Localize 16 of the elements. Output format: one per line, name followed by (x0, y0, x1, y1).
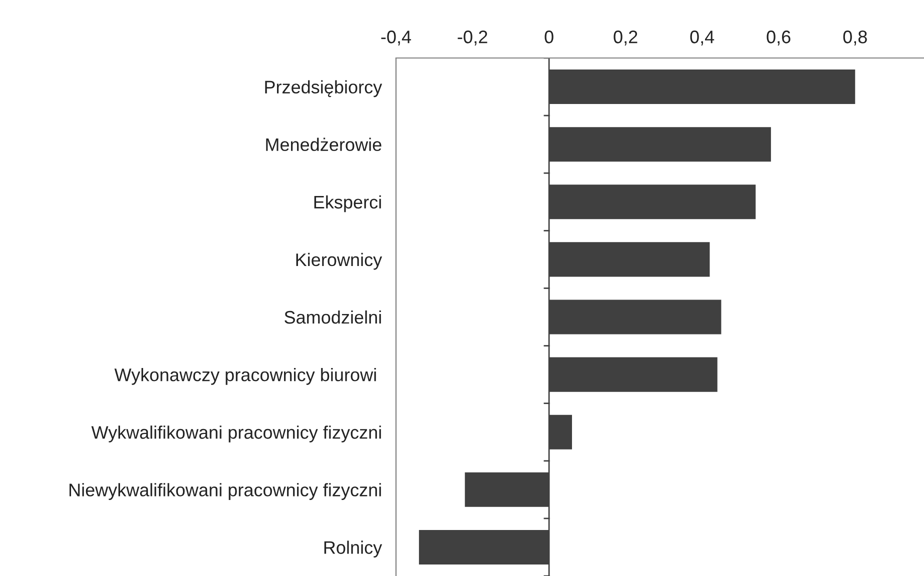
y-tick-label: Niewykwalifikowani pracownicy fizyczni (70, 483, 381, 500)
x-tick-label: 0,2 (614, 30, 638, 46)
x-tick-label: 0,8 (843, 30, 867, 46)
y-tick-label: Wykonawczy pracownicy biurowi (114, 368, 376, 385)
y-tick-label: Samodzielni (284, 310, 381, 324)
x-tick-label: 0,6 (766, 30, 790, 46)
y-tick-label: Eksperci (314, 195, 381, 212)
x-tick-label: -0,4 (381, 30, 412, 46)
x-tick-label: -0,2 (458, 30, 488, 46)
x-tick-label: 0,4 (690, 30, 714, 46)
x-tick-label: 0 (544, 30, 554, 44)
y-tick-label: Przedsiębiorcy (265, 80, 382, 98)
y-tick-label: Menedżerowie (266, 138, 382, 152)
y-tick-label: Wykwalifikowani pracownicy fizyczni (91, 426, 381, 442)
y-tick-label: Kierownicy (296, 252, 382, 270)
y-tick-label: Rolnicy (324, 540, 382, 558)
